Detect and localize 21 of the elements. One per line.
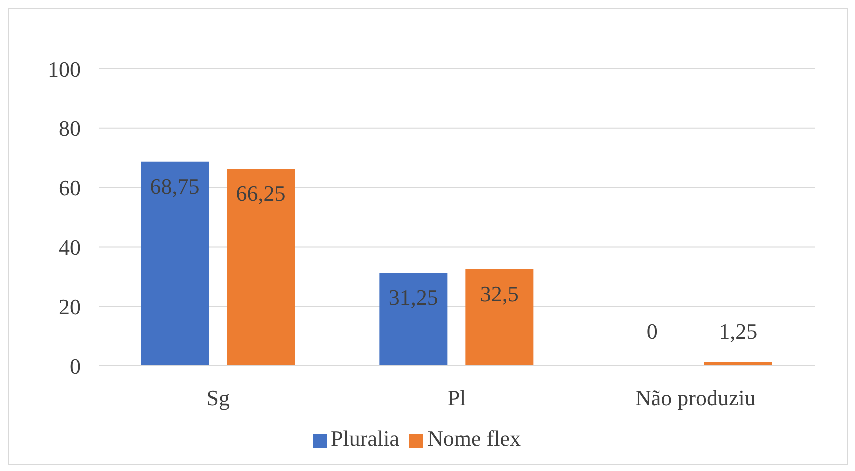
bar bbox=[380, 273, 448, 366]
data-label: 0 bbox=[646, 319, 658, 344]
y-tick-label: 20 bbox=[59, 294, 81, 320]
data-label: 68,75 bbox=[150, 174, 200, 199]
data-label: 31,25 bbox=[388, 285, 438, 310]
y-tick-label: 100 bbox=[48, 56, 81, 82]
x-tick-label: Pl bbox=[448, 386, 466, 411]
legend-label: Nome flex bbox=[427, 426, 521, 451]
x-tick-label: Sg bbox=[206, 386, 230, 411]
bar bbox=[466, 269, 534, 366]
bar bbox=[227, 169, 295, 366]
legend-label: Pluralia bbox=[331, 426, 400, 451]
y-tick-label: 80 bbox=[59, 116, 81, 142]
data-label: 1,25 bbox=[719, 319, 758, 344]
y-tick-label: 60 bbox=[59, 176, 81, 201]
data-label: 32,5 bbox=[480, 281, 519, 306]
data-label: 66,25 bbox=[236, 181, 286, 206]
y-tick-label: 0 bbox=[70, 354, 81, 379]
bar bbox=[141, 162, 209, 366]
y-tick-label: 40 bbox=[59, 235, 81, 260]
x-tick-label: Não produziu bbox=[635, 386, 756, 411]
